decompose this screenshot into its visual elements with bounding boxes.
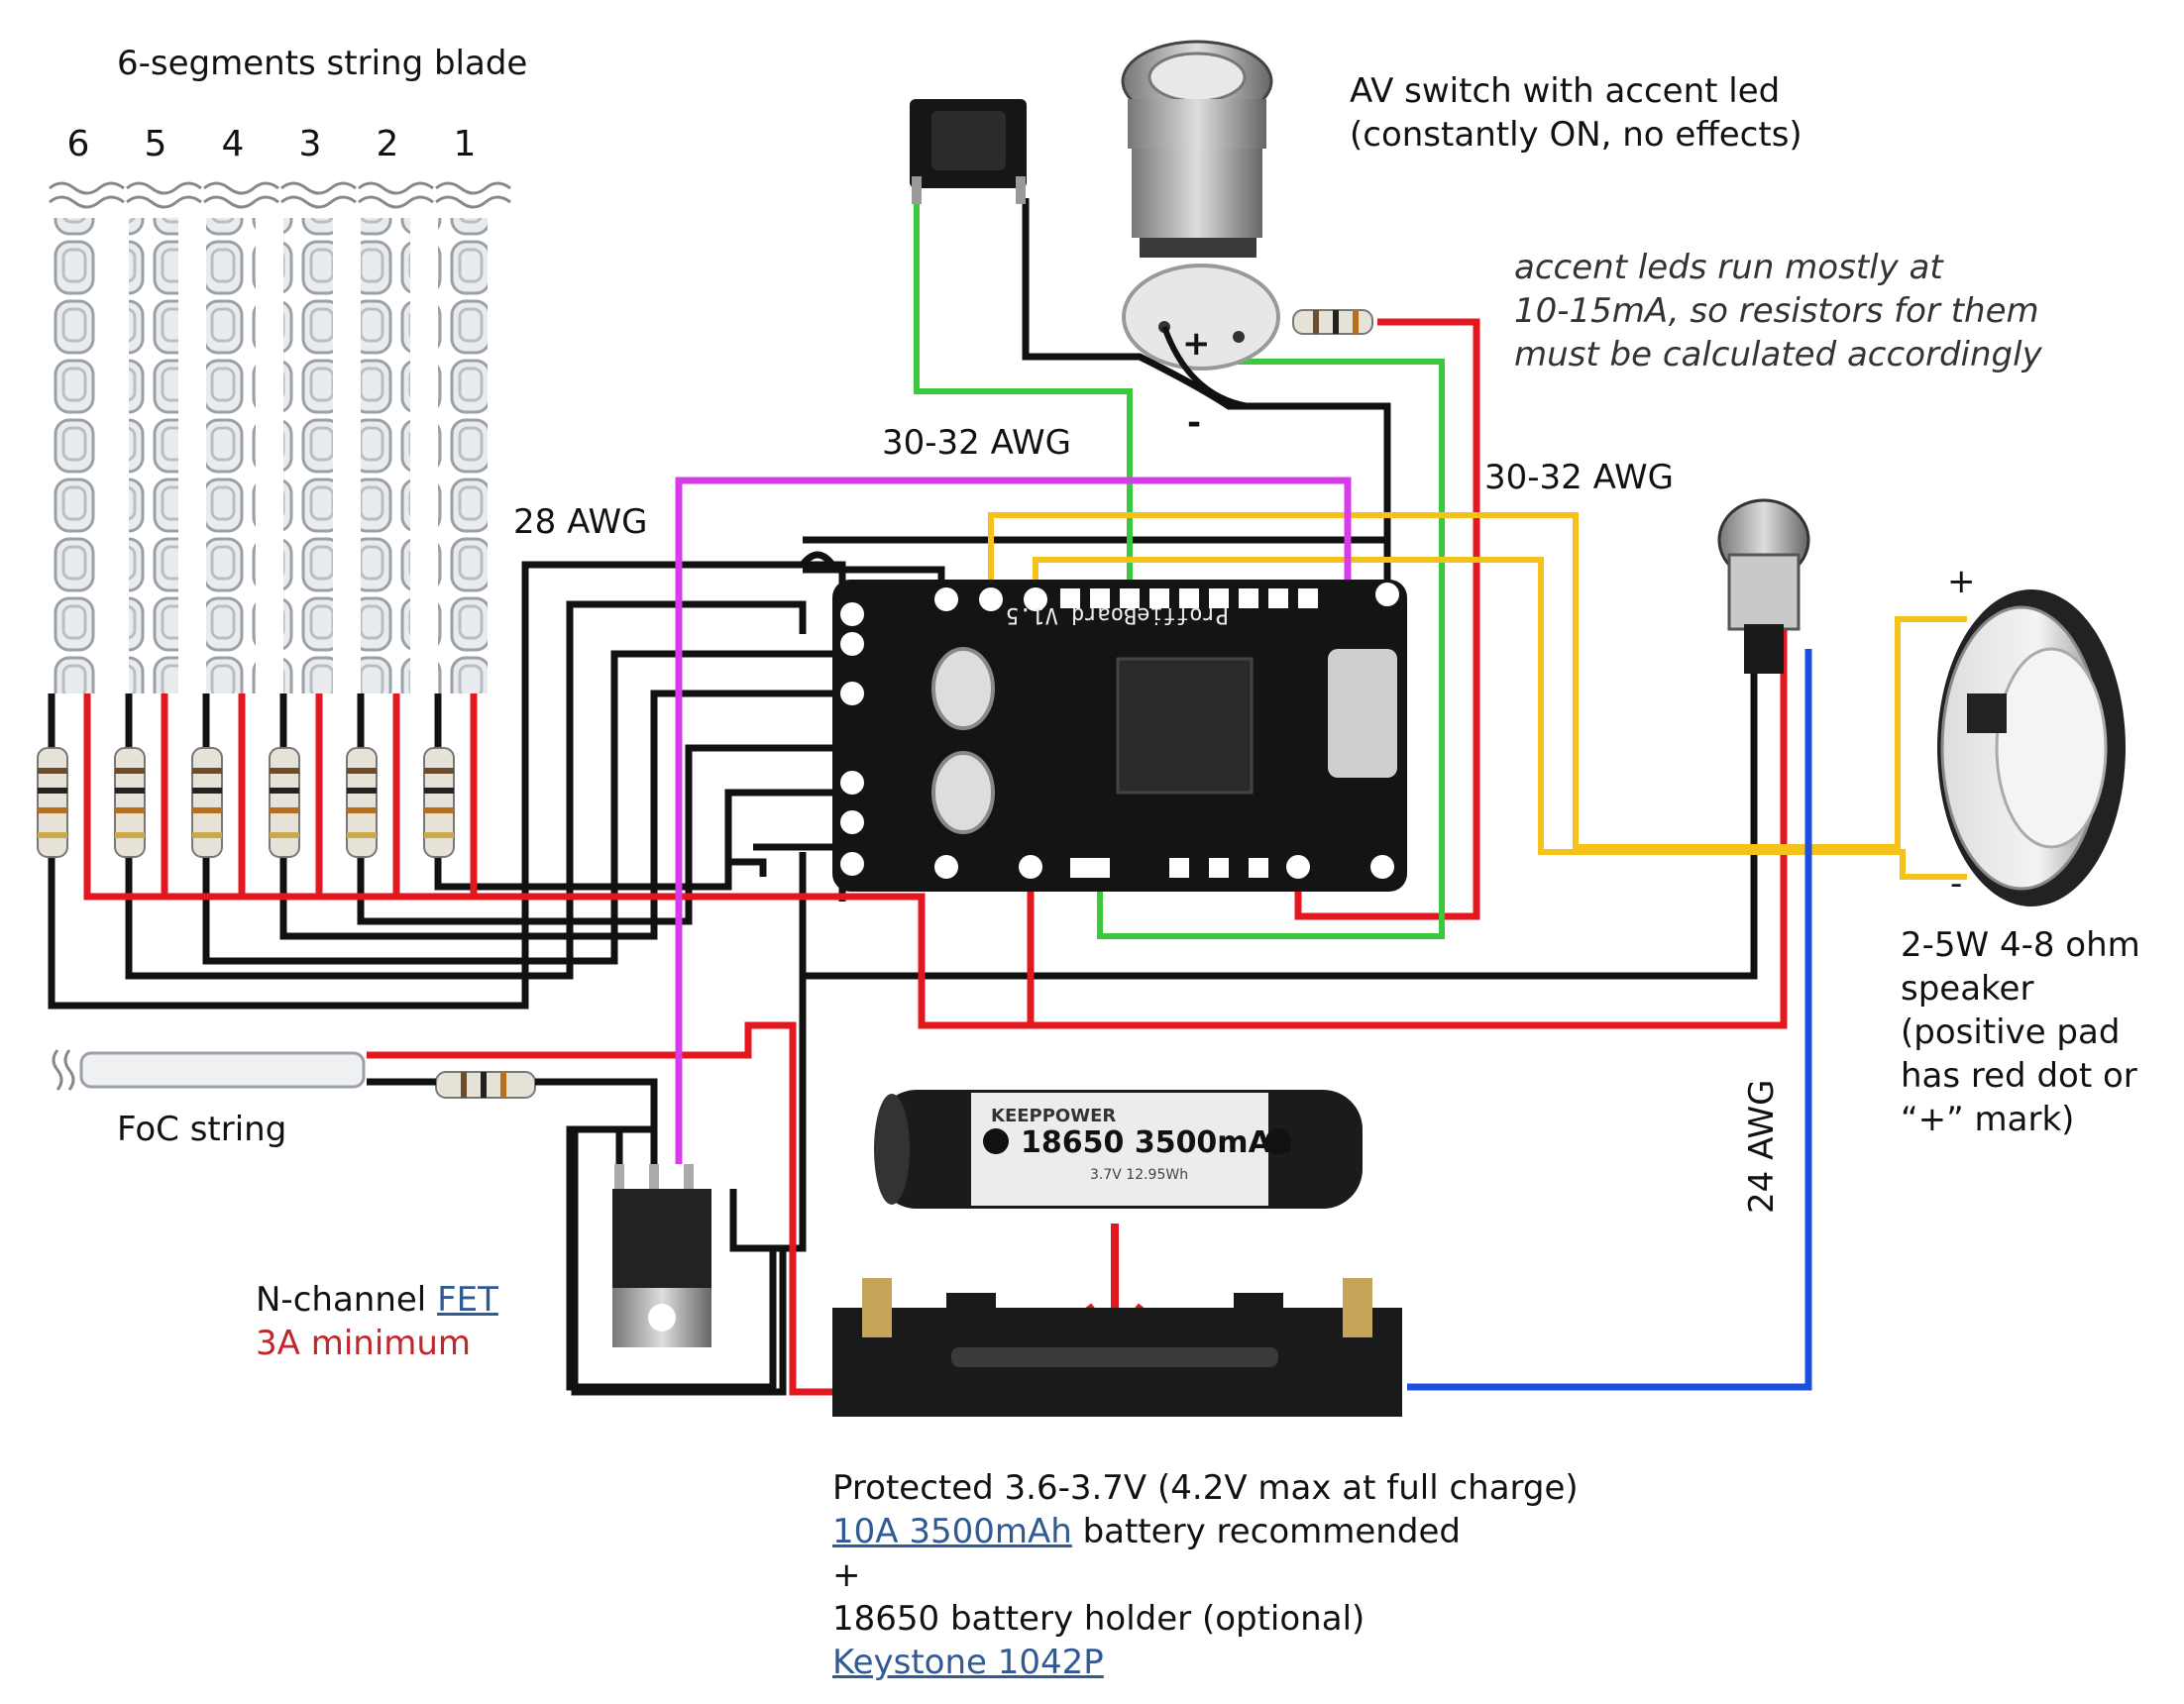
fet-link[interactable]: FET — [437, 1280, 498, 1320]
battery-cell: KEEPPOWER 18650 3500mAh 3.7V 12.95Wh — [874, 1090, 1363, 1209]
green-wires — [914, 198, 1445, 939]
holder-link[interactable]: Keystone 1042P — [832, 1643, 1104, 1682]
segment-label-2: 2 — [376, 124, 399, 164]
segment-label-4: 4 — [221, 124, 245, 164]
resistor-seg-4 — [191, 747, 223, 858]
segment-label-5: 5 — [144, 124, 167, 164]
resistor-seg-5 — [114, 747, 146, 858]
foc-label: FoC string — [117, 1110, 287, 1149]
wire-gauge-30-32-right: 30-32 AWG — [1484, 458, 1674, 497]
resistor-seg-3 — [269, 747, 300, 858]
battery-brand: KEEPPOWER — [991, 1106, 1116, 1126]
blue-wire — [1407, 649, 1812, 1391]
speaker-spec-line5: “+” mark) — [1901, 1100, 2075, 1139]
speaker-minus-mark: - — [1950, 864, 1963, 904]
battery-note-line5: Keystone 1042P — [832, 1641, 1104, 1684]
wire-gauge-24: 24 AWG — [1742, 1079, 1782, 1214]
resistor-seg-6 — [37, 747, 68, 858]
accent-note-line1: accent leds run mostly at — [1514, 248, 1943, 287]
resistor-seg-2 — [346, 747, 378, 858]
av-switch-title: AV switch with accent led — [1350, 71, 1781, 111]
accent-note-line3: must be calculated accordingly — [1514, 335, 2042, 374]
blade-strip-5 — [126, 181, 202, 693]
board-label: ProffieBoard V1.5 — [1006, 602, 1229, 627]
av-switch-subtitle: (constantly ON, no effects) — [1350, 115, 1802, 155]
blade-strip-2 — [358, 181, 434, 693]
blade-strips — [49, 181, 511, 693]
blade-strip-4 — [203, 181, 279, 693]
wire-gauge-30-32-left: 30-32 AWG — [882, 423, 1071, 463]
speaker — [1937, 589, 2126, 906]
blade-resistors — [37, 747, 455, 858]
blade-strip-6 — [49, 181, 125, 693]
segment-label-3: 3 — [298, 124, 322, 164]
speaker-spec-line2: speaker — [1901, 969, 2034, 1009]
switch-plus-mark: + — [1182, 324, 1211, 364]
battery-link[interactable]: 10A 3500mAh — [832, 1512, 1072, 1551]
resistor-seg-1 — [423, 747, 455, 858]
fet-label: N-channel FET — [256, 1278, 498, 1322]
proffieboard: ProffieBoard V1.5 — [832, 580, 1407, 892]
battery-model: 18650 3500mAh — [1021, 1125, 1292, 1160]
blade-title: 6-segments string blade — [117, 44, 528, 83]
blade-strip-1 — [435, 181, 511, 693]
yellow-wires — [988, 512, 1967, 880]
fet-transistor — [571, 1125, 787, 1396]
fet-min-current: 3A minimum — [256, 1324, 472, 1363]
switch-minus-mark: - — [1187, 403, 1202, 443]
speaker-spec-line3: (positive pad — [1901, 1012, 2121, 1052]
wire-gauge-28: 28 AWG — [513, 502, 648, 542]
power-jack — [1717, 498, 1810, 674]
fet-prefix: N-channel — [256, 1280, 438, 1320]
blade-strip-3 — [280, 181, 357, 693]
tact-switch — [910, 99, 1027, 204]
battery-holder — [832, 1278, 1402, 1417]
battery-note-line1: Protected 3.6-3.7V (4.2V max at full cha… — [832, 1468, 1579, 1508]
accent-note-line2: 10-15mA, so resistors for them — [1514, 291, 2039, 331]
speaker-plus-mark: + — [1947, 562, 1976, 601]
magenta-wire — [675, 477, 1352, 1164]
battery-note-line2: 10A 3500mAh battery recommended — [832, 1510, 1461, 1553]
speaker-spec-line4: has red dot or — [1901, 1056, 2137, 1096]
red-wires — [83, 318, 1788, 1396]
segment-label-1: 1 — [453, 124, 477, 164]
speaker-spec-line1: 2-5W 4-8 ohm — [1901, 925, 2140, 965]
segment-label-6: 6 — [66, 124, 90, 164]
battery-note-line4: 18650 battery holder (optional) — [832, 1599, 1365, 1639]
battery-note-line2-rest: battery recommended — [1071, 1512, 1461, 1551]
battery-note-plus: + — [832, 1555, 861, 1595]
av-switch — [1121, 40, 1373, 409]
battery-spec: 3.7V 12.95Wh — [1090, 1167, 1188, 1183]
foc-string — [52, 1049, 658, 1164]
